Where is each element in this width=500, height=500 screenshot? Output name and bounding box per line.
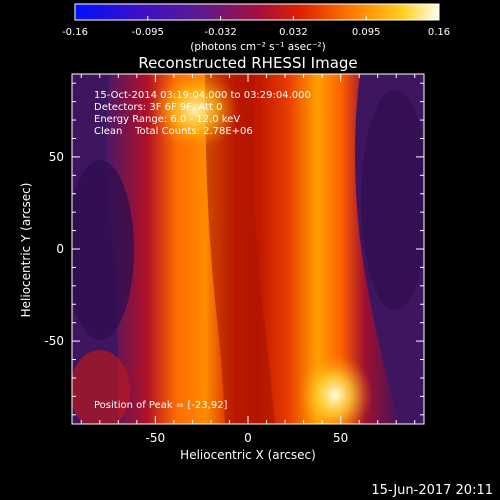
- colorbar-tick-label: -0.16: [62, 27, 88, 38]
- colorbar-tick-label: 0.16: [428, 27, 450, 38]
- peak-position-label: Position of Peak = [-23,92]: [94, 400, 228, 411]
- axis-ticks: -50 0 50 50 0 -50: [44, 74, 424, 445]
- colorbar-tick-label: 0.095: [352, 27, 381, 38]
- annotation-block: 15-Oct-2014 03:19:04.000 to 03:29:04.000…: [94, 90, 311, 137]
- y-tick-label: 0: [56, 242, 64, 256]
- y-tick-label: -50: [44, 334, 64, 348]
- colorbar-tick-label: -0.095: [132, 27, 164, 38]
- colorbar-tick-label: 0.032: [279, 27, 308, 38]
- x-axis-label: Heliocentric X (arcsec): [180, 448, 316, 462]
- x-tick-label: -50: [146, 431, 166, 445]
- colorbar-tick-label: -0.032: [204, 27, 236, 38]
- annotation-time: 15-Oct-2014 03:19:04.000 to 03:29:04.000: [94, 90, 311, 101]
- annotation-energy: Energy Range: 6.0 - 12.0 keV: [94, 114, 240, 125]
- y-axis-label: Heliocentric Y (arcsec): [19, 183, 33, 318]
- colorbar-units: (photons cm⁻² s⁻¹ asec⁻²): [190, 41, 325, 53]
- y-tick-label: 50: [49, 150, 64, 164]
- colorbar-ticks: -0.16 -0.095 -0.032 0.032 0.095 0.16: [62, 16, 450, 38]
- colorbar-gradient: [74, 3, 440, 21]
- chart-title: Reconstructed RHESSI Image: [138, 54, 357, 72]
- annotation-clean: Clean Total Counts: 2.78E+06: [94, 126, 253, 137]
- colorbar: -0.16 -0.095 -0.032 0.032 0.095 0.16 (photons…: [62, 3, 450, 53]
- footer-date: 15-Jun-2017 20:11: [371, 483, 493, 498]
- annotation-detectors: Detectors: 3F 6F 9F, Att 0: [94, 102, 222, 113]
- x-tick-label: 0: [244, 431, 252, 445]
- x-tick-label: 50: [333, 431, 348, 445]
- heatmap-image: [72, 74, 424, 424]
